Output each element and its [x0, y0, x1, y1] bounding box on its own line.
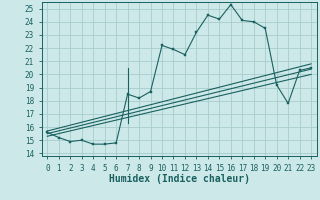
X-axis label: Humidex (Indice chaleur): Humidex (Indice chaleur)	[109, 174, 250, 184]
